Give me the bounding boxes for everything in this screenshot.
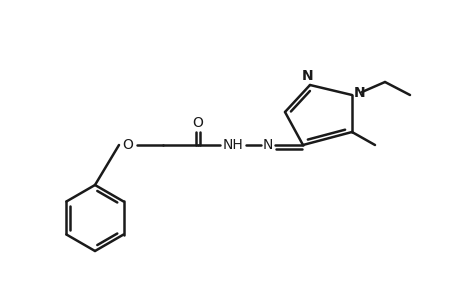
Text: O: O xyxy=(192,116,203,130)
Text: NH: NH xyxy=(222,138,243,152)
Text: O: O xyxy=(122,138,133,152)
Text: N: N xyxy=(262,138,273,152)
Text: N: N xyxy=(302,69,313,83)
Text: N: N xyxy=(353,86,365,100)
